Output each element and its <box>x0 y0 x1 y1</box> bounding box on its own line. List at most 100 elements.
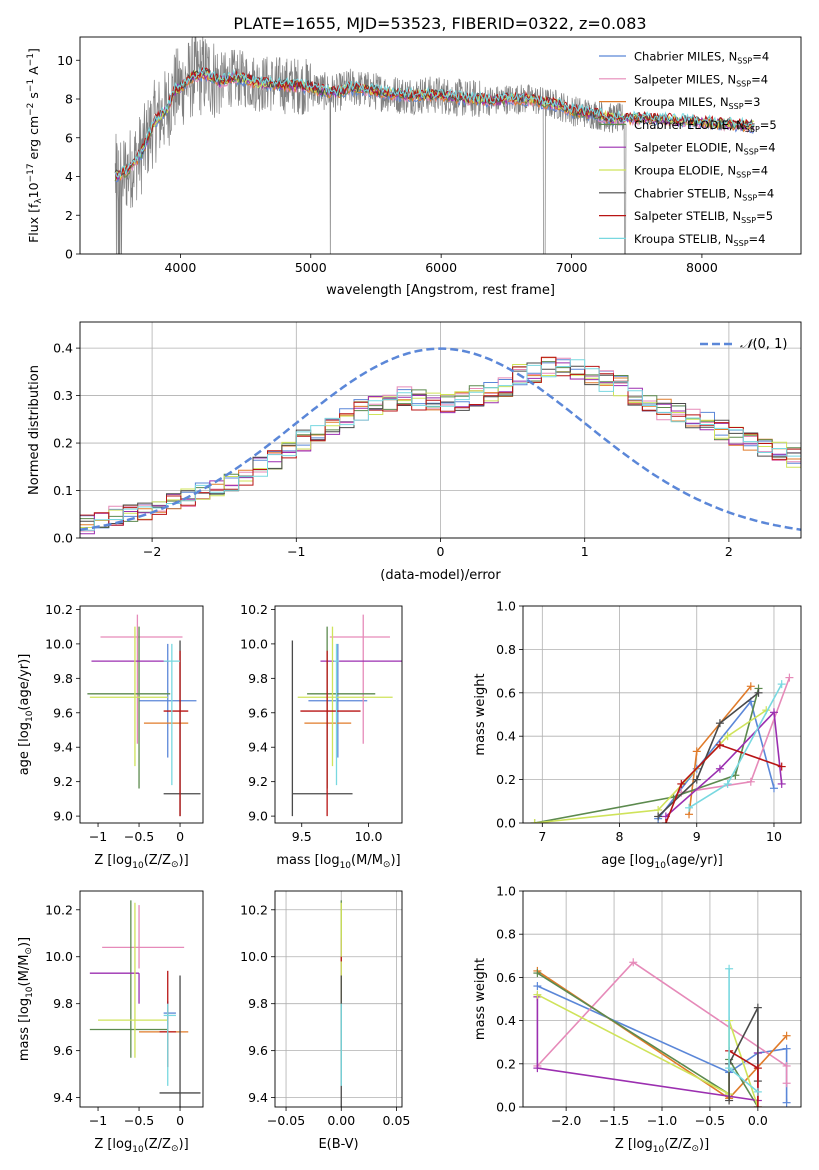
y-tick-label: 6 <box>65 130 73 145</box>
weight-line-1 <box>657 699 775 820</box>
age-vs-mass-plot-area <box>291 614 402 817</box>
y-tick-label: 9.0 <box>53 809 73 824</box>
y-tick-label: 0 <box>65 247 73 262</box>
axes-frame <box>79 321 802 539</box>
y-tick-label: 10.0 <box>45 949 73 964</box>
legend-gaussian-label: 𝒩(0, 1) <box>740 337 787 352</box>
y-tick-label: 9.4 <box>53 740 73 755</box>
x-axis-label: (data-model)/error <box>380 568 501 583</box>
weight-line-7 <box>657 692 759 818</box>
figure-title: PLATE=1655, MJD=53523, FIBERID=0322, z=0… <box>233 14 646 33</box>
y-axis-label: Normed distribution <box>27 365 42 495</box>
y-tick-label: 0.0 <box>53 531 73 546</box>
legend-entry-3: Kroupa MILES, NSSP=3 <box>634 95 760 111</box>
y-tick-label: 0.0 <box>496 1100 516 1115</box>
x-tick-label: 10.0 <box>355 829 383 844</box>
x-tick-label: −0.5 <box>695 1113 725 1128</box>
y-tick-label: 1.0 <box>496 884 516 899</box>
y-tick-label: 10.0 <box>45 636 73 651</box>
spectrum-panel: 4000 5000 6000 7000 8000 0 2 4 6 8 10 wavelength [A… <box>26 36 802 298</box>
mass-vs-EBV-panel: −0.05 0.00 0.05 9.4 9.6 9.8 10.0 10.2 E(B-V) <box>240 890 410 1152</box>
x-tick-label: 0 <box>176 829 184 844</box>
mass-vs-Z-panel: −1 −0.5 0 9.4 9.6 9.8 10.0 10.2 Z [log10(Z/Z⊙)] m… <box>17 890 204 1155</box>
mass-weight-vs-Z-panel: −2.0 −1.5 −1.0 −0.5 0.0 0.0 0.2 0.4 0.6 0.8 1.0 Z [… <box>473 884 802 1155</box>
x-tick-label: 0 <box>437 544 445 559</box>
y-axis-label: age [log10(age/yr)] <box>17 654 35 776</box>
gaussian-curve <box>80 347 801 531</box>
weight-line-6 <box>534 709 767 823</box>
model-spectrum-line-8 <box>114 66 755 180</box>
y-tick-label: 9.2 <box>248 774 268 789</box>
legend-entry-5: Salpeter ELODIE, NSSP=4 <box>634 141 776 157</box>
axes-frame <box>522 890 802 1108</box>
x-axis-label: mass [log10(M/M⊙)] <box>276 853 400 871</box>
x-tick-label: 9 <box>693 829 701 844</box>
x-tick-label: 6000 <box>425 260 457 275</box>
x-tick-label: 0.0 <box>748 1113 768 1128</box>
spectrum-legend: Chabrier MILES, NSSP=4 Salpeter MILES, NS… <box>599 50 777 248</box>
y-tick-label: 9.8 <box>248 671 268 686</box>
y-tick-label: 9.6 <box>53 1043 73 1058</box>
y-tick-label: 2 <box>65 208 73 223</box>
y-tick-label: 9.8 <box>53 671 73 686</box>
y-tick-label: 4 <box>65 169 73 184</box>
x-tick-label: −1 <box>287 544 305 559</box>
weight-line-7 <box>728 1007 759 1101</box>
x-tick-label: 0 <box>176 1113 184 1128</box>
weight-line-6 <box>537 993 759 1107</box>
legend-entry-6: Kroupa ELODIE, NSSP=4 <box>634 164 768 180</box>
y-tick-label: 9.0 <box>248 809 268 824</box>
axes-frame <box>274 605 403 824</box>
y-tick-label: 9.6 <box>248 1043 268 1058</box>
y-tick-label: 0.4 <box>496 729 516 744</box>
y-tick-label: 10.2 <box>240 902 268 917</box>
y-tick-label: 0.2 <box>496 1056 516 1071</box>
legend-entry-1: Chabrier MILES, NSSP=4 <box>634 50 769 66</box>
x-axis-label: Z [log10(Z/Z⊙)] <box>94 1137 188 1155</box>
x-axis-label: Z [log10(Z/Z⊙)] <box>94 853 188 871</box>
y-tick-label: 9.4 <box>248 740 268 755</box>
y-tick-label: 9.4 <box>248 1090 268 1105</box>
x-tick-label: 2 <box>725 544 733 559</box>
y-tick-label: 9.4 <box>53 1090 73 1105</box>
y-tick-label: 0.6 <box>496 970 516 985</box>
histogram-series-6 <box>80 364 801 538</box>
legend-entry-8: Salpeter STELIB, NSSP=5 <box>634 209 773 225</box>
histogram-series-8 <box>80 356 801 538</box>
histogram-series-4 <box>80 361 801 538</box>
histogram-series-5 <box>80 362 801 538</box>
legend-entry-2: Salpeter MILES, NSSP=4 <box>634 72 768 88</box>
weight-line-4 <box>534 688 760 823</box>
x-tick-label: 7 <box>538 829 546 844</box>
weight-line-2 <box>536 961 788 1084</box>
x-tick-label: 8 <box>616 829 624 844</box>
y-tick-label: 8 <box>65 92 73 107</box>
axes-frame <box>79 605 204 824</box>
y-tick-label: 0.4 <box>53 341 73 356</box>
y-tick-label: 10.0 <box>240 949 268 964</box>
y-tick-label: 10 <box>57 53 73 68</box>
residuals-plot-area <box>80 347 801 538</box>
x-tick-label: −0.5 <box>124 1113 154 1128</box>
observed-spectrum-line <box>114 37 627 254</box>
x-tick-label: 9.5 <box>292 829 312 844</box>
weight-line-8 <box>665 743 782 823</box>
y-tick-label: 10.0 <box>240 636 268 651</box>
x-tick-label: −0.05 <box>267 1113 305 1128</box>
axes-frame <box>79 36 802 255</box>
y-tick-label: 0.8 <box>496 642 516 657</box>
y-tick-label: 0.2 <box>496 772 516 787</box>
y-tick-label: 0.3 <box>53 388 73 403</box>
y-axis-label: mass [log10(M/M⊙)] <box>17 937 35 1061</box>
axes-frame <box>79 890 204 1108</box>
y-tick-label: 9.8 <box>53 996 73 1011</box>
histogram-series-7 <box>80 362 801 538</box>
residuals-panel: −2 −1 0 1 2 0.0 0.1 0.2 0.3 0.4 (data-model)/error… <box>27 321 802 583</box>
x-tick-label: 4000 <box>164 260 196 275</box>
x-tick-label: 7000 <box>556 260 588 275</box>
weight-line-5 <box>665 710 783 818</box>
age-vs-Z-panel: −1 −0.5 0 9.0 9.2 9.4 9.6 9.8 10.0 10.2 Z [log10(Z… <box>17 602 204 871</box>
y-tick-label: 9.2 <box>53 774 73 789</box>
x-tick-label: 8000 <box>686 260 718 275</box>
y-tick-label: 10.2 <box>240 602 268 617</box>
